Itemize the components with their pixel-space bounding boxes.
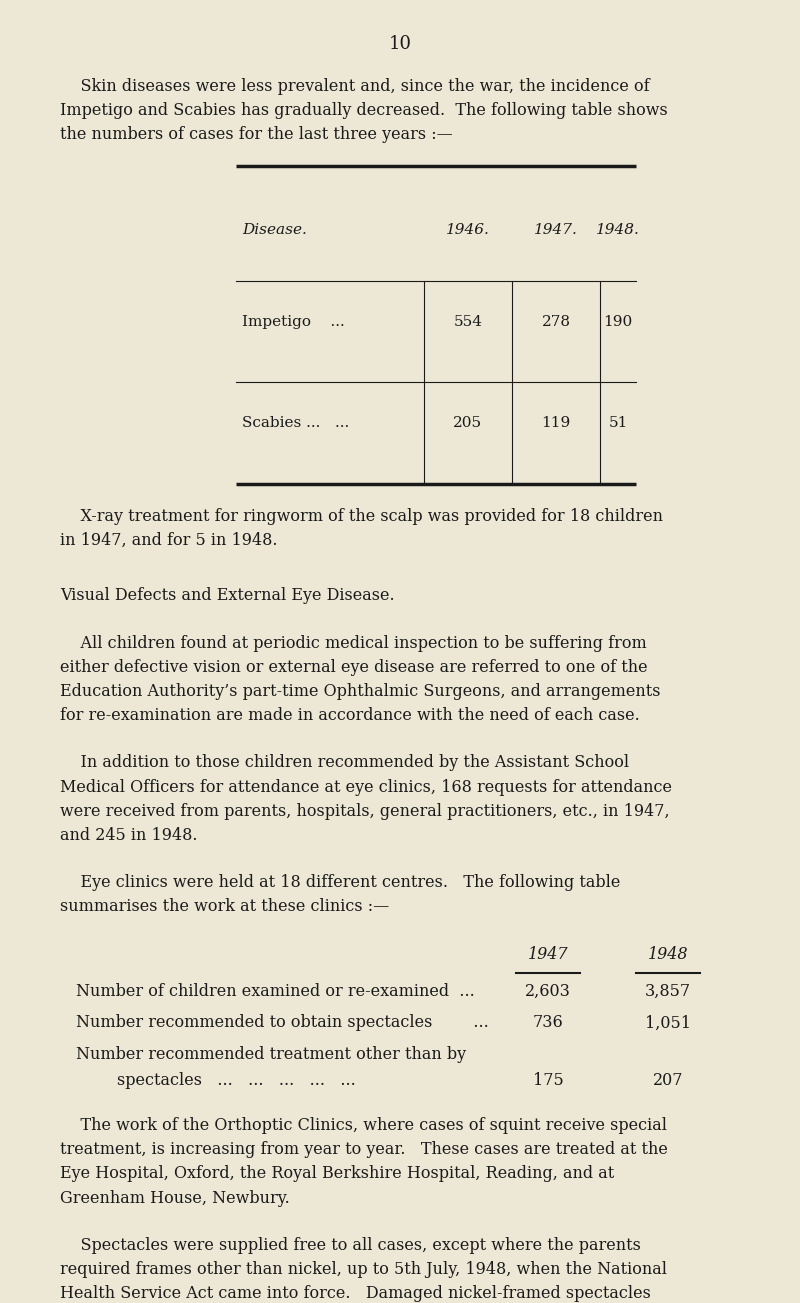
Text: 278: 278 xyxy=(542,315,570,328)
Text: Number recommended to obtain spectacles        ...: Number recommended to obtain spectacles … xyxy=(76,1015,489,1032)
Text: 2,603: 2,603 xyxy=(525,984,571,1001)
Text: In addition to those children recommended by the Assistant School: In addition to those children recommende… xyxy=(60,754,629,771)
Text: Impetigo    ...: Impetigo ... xyxy=(242,315,345,328)
Text: The work of the Orthoptic Clinics, where cases of squint receive special: The work of the Orthoptic Clinics, where… xyxy=(60,1117,667,1134)
Text: 175: 175 xyxy=(533,1072,563,1089)
Text: either defective vision or external eye disease are referred to one of the: either defective vision or external eye … xyxy=(60,659,648,676)
Text: 51: 51 xyxy=(608,417,628,430)
Text: 3,857: 3,857 xyxy=(645,984,691,1001)
Text: Medical Officers for attendance at eye clinics, 168 requests for attendance: Medical Officers for attendance at eye c… xyxy=(60,779,672,796)
Text: summarises the work at these clinics :—: summarises the work at these clinics :— xyxy=(60,899,390,916)
Text: Disease.: Disease. xyxy=(242,224,307,237)
Text: All children found at periodic medical inspection to be suffering from: All children found at periodic medical i… xyxy=(60,635,646,652)
Text: Visual Defects and External Eye Disease.: Visual Defects and External Eye Disease. xyxy=(60,588,394,605)
Text: 1947.: 1947. xyxy=(534,224,578,237)
Text: Eye Hospital, Oxford, the Royal Berkshire Hospital, Reading, and at: Eye Hospital, Oxford, the Royal Berkshir… xyxy=(60,1165,614,1182)
Text: 1948.: 1948. xyxy=(596,224,640,237)
Text: treatment, is increasing from year to year.   These cases are treated at the: treatment, is increasing from year to ye… xyxy=(60,1141,668,1158)
Text: 1946.: 1946. xyxy=(446,224,490,237)
Text: required frames other than nickel, up to 5th July, 1948, when the National: required frames other than nickel, up to… xyxy=(60,1261,667,1278)
Text: 10: 10 xyxy=(389,35,411,53)
Text: in 1947, and for 5 in 1948.: in 1947, and for 5 in 1948. xyxy=(60,532,278,549)
Text: Skin diseases were less prevalent and, since the war, the incidence of: Skin diseases were less prevalent and, s… xyxy=(60,78,650,95)
Text: X-ray treatment for ringworm of the scalp was provided for 18 children: X-ray treatment for ringworm of the scal… xyxy=(60,508,663,525)
Text: Eye clinics were held at 18 different centres.   The following table: Eye clinics were held at 18 different ce… xyxy=(60,874,620,891)
Text: Spectacles were supplied free to all cases, except where the parents: Spectacles were supplied free to all cas… xyxy=(60,1237,641,1253)
Text: Scabies ...   ...: Scabies ... ... xyxy=(242,417,350,430)
Text: for re-examination are made in accordance with the need of each case.: for re-examination are made in accordanc… xyxy=(60,708,640,724)
Text: Health Service Act came into force.   Damaged nickel-framed spectacles: Health Service Act came into force. Dama… xyxy=(60,1285,651,1302)
Text: spectacles   ...   ...   ...   ...   ...: spectacles ... ... ... ... ... xyxy=(76,1072,356,1089)
Text: 736: 736 xyxy=(533,1015,563,1032)
Text: 1947: 1947 xyxy=(528,946,568,963)
Text: 554: 554 xyxy=(454,315,482,328)
Text: 1,051: 1,051 xyxy=(645,1015,691,1032)
Text: Number recommended treatment other than by: Number recommended treatment other than … xyxy=(76,1046,466,1063)
Text: 190: 190 xyxy=(603,315,633,328)
Text: and 245 in 1948.: and 245 in 1948. xyxy=(60,827,198,844)
Text: 1948: 1948 xyxy=(648,946,688,963)
Text: 207: 207 xyxy=(653,1072,683,1089)
Text: Impetigo and Scabies has gradually decreased.  The following table shows: Impetigo and Scabies has gradually decre… xyxy=(60,103,668,120)
Text: were received from parents, hospitals, general practitioners, etc., in 1947,: were received from parents, hospitals, g… xyxy=(60,803,670,820)
Text: Greenham House, Newbury.: Greenham House, Newbury. xyxy=(60,1190,290,1207)
Text: Number of children examined or re-examined  ...: Number of children examined or re-examin… xyxy=(76,984,474,1001)
Text: 205: 205 xyxy=(454,417,482,430)
Text: Education Authority’s part-time Ophthalmic Surgeons, and arrangements: Education Authority’s part-time Ophthalm… xyxy=(60,683,661,700)
Text: the numbers of cases for the last three years :—: the numbers of cases for the last three … xyxy=(60,126,453,143)
Text: 119: 119 xyxy=(542,417,570,430)
